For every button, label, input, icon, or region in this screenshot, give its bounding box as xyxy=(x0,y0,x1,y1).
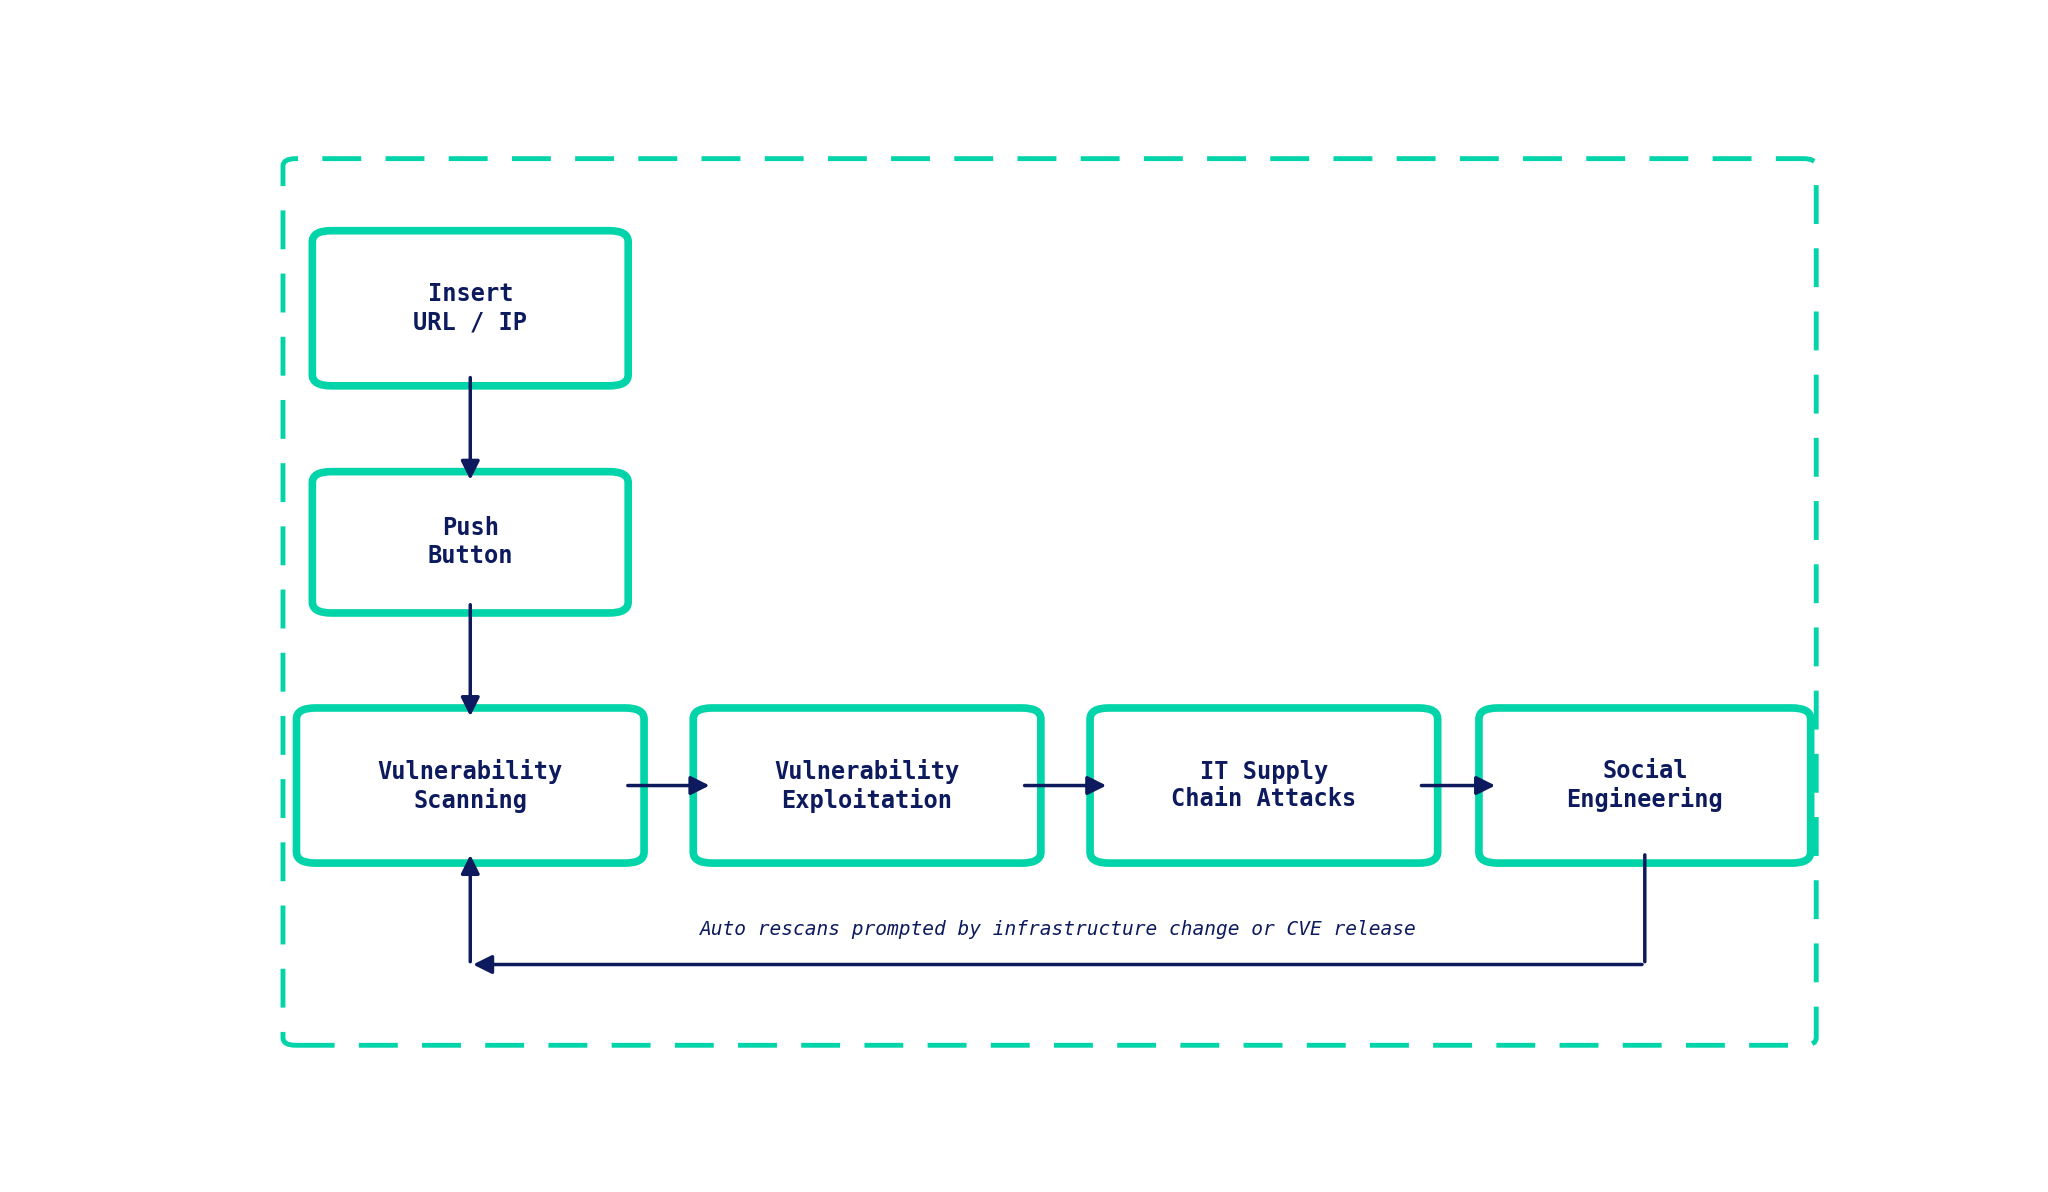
FancyBboxPatch shape xyxy=(313,231,629,386)
Text: Auto rescans prompted by infrastructure change or CVE release: Auto rescans prompted by infrastructure … xyxy=(698,920,1415,939)
Text: Social
Engineering: Social Engineering xyxy=(1567,759,1722,812)
Text: Insert
URL / IP: Insert URL / IP xyxy=(414,283,526,334)
Text: Push
Button: Push Button xyxy=(428,516,512,569)
FancyBboxPatch shape xyxy=(1479,708,1810,863)
Text: Vulnerability
Scanning: Vulnerability Scanning xyxy=(377,758,563,813)
Text: Vulnerability
Exploitation: Vulnerability Exploitation xyxy=(774,758,961,813)
Text: IT Supply
Chain Attacks: IT Supply Chain Attacks xyxy=(1171,759,1356,812)
FancyBboxPatch shape xyxy=(1090,708,1438,863)
FancyBboxPatch shape xyxy=(313,472,629,613)
FancyBboxPatch shape xyxy=(297,708,643,863)
FancyBboxPatch shape xyxy=(694,708,1040,863)
